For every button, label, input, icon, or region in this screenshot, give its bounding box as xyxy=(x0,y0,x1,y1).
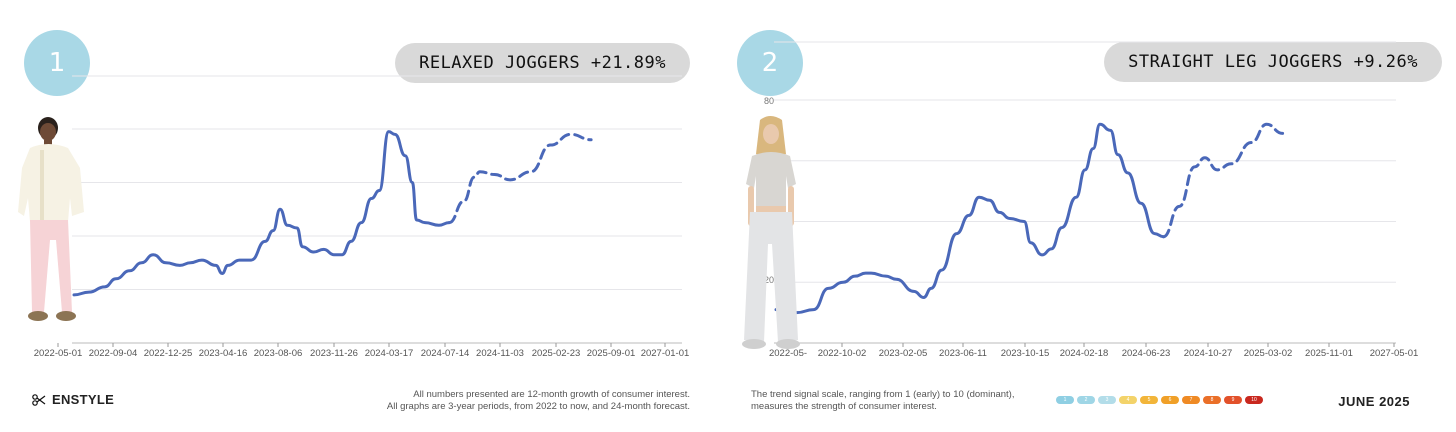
x-tick-label: 2027-05-01 xyxy=(1370,348,1419,359)
panel-number-badge: 2 xyxy=(737,30,803,96)
model-in-grey-joggers xyxy=(742,116,800,349)
model-in-pink-joggers xyxy=(18,117,84,321)
trend-line-chart: 80 20 2022-05- 2022-10-02 2023-02-05 2023-06-… xyxy=(764,41,1419,359)
scale-explanation: The trend signal scale, ranging from 1 (… xyxy=(751,389,1051,413)
x-tick-label: 2024-06-23 xyxy=(1122,348,1171,359)
x-tick-label: 2022-10-02 xyxy=(818,348,867,359)
scale-step-2: 2 xyxy=(1077,396,1095,404)
scale-step-1: 1 xyxy=(1056,396,1074,404)
forecast-line xyxy=(447,132,593,225)
scissors-icon xyxy=(32,393,46,406)
scale-step-6: 6 xyxy=(1161,396,1179,404)
x-tick-label: 2022-12-25 xyxy=(144,348,193,359)
scale-step-5: 5 xyxy=(1140,396,1158,404)
x-tick-label: 2022-05-01 xyxy=(34,348,83,359)
trend-signal-scale: 1 2 3 4 5 6 7 8 9 10 xyxy=(1056,396,1263,404)
scale-step-9: 9 xyxy=(1224,396,1242,404)
scale-step-10: 10 xyxy=(1245,396,1263,404)
brand-name: ENSTYLE xyxy=(52,392,115,407)
x-tick-label: 2025-09-01 xyxy=(587,348,636,359)
scale-explanation-line: measures the strength of consumer intere… xyxy=(751,401,937,412)
methodology-note-line: All numbers presented are 12-month growt… xyxy=(413,389,690,400)
brand-logo: ENSTYLE xyxy=(32,392,114,407)
x-tick-label: 2027-01-01 xyxy=(641,348,690,359)
x-tick-label: 2022-09-04 xyxy=(89,348,138,359)
x-tick-label: 2025-11-01 xyxy=(1305,348,1353,359)
x-tick-label: 2024-02-18 xyxy=(1060,348,1109,359)
panel-number-badge: 1 xyxy=(24,30,90,96)
x-tick-label: 2025-02-23 xyxy=(532,348,581,359)
x-tick-label: 2023-04-16 xyxy=(199,348,248,359)
forecast-line xyxy=(1161,122,1285,239)
x-tick-label: 2023-06-11 xyxy=(939,348,987,359)
y-tick-label: 20 xyxy=(764,275,774,285)
methodology-note: All numbers presented are 12-month growt… xyxy=(310,389,690,413)
x-tick-label: 2024-11-03 xyxy=(476,348,524,359)
report-date: JUNE 2025 xyxy=(1338,394,1410,409)
scale-step-3: 3 xyxy=(1098,396,1116,404)
x-tick-label: 2024-03-17 xyxy=(365,348,414,359)
scale-step-8: 8 xyxy=(1203,396,1221,404)
x-tick-label: 2022-05- xyxy=(769,348,807,359)
x-tick-label: 2023-11-26 xyxy=(310,348,358,359)
y-tick-label: 80 xyxy=(764,96,774,106)
panel-title: STRAIGHT LEG JOGGERS +9.26% xyxy=(1104,42,1442,82)
scale-step-4: 4 xyxy=(1119,396,1137,404)
x-tick-label: 2024-10-27 xyxy=(1184,348,1233,359)
trend-line-chart: 802022-05-012022-09-042022-12-252023-04-… xyxy=(34,75,690,359)
trend-line xyxy=(72,130,451,297)
scale-explanation-line: The trend signal scale, ranging from 1 (… xyxy=(751,389,1015,400)
x-tick-label: 2023-02-05 xyxy=(879,348,928,359)
trend-line xyxy=(774,122,1165,315)
scale-step-7: 7 xyxy=(1182,396,1200,404)
x-tick-label: 2023-10-15 xyxy=(1001,348,1050,359)
trend-panel-2: 2 STRAIGHT LEG JOGGERS +9.26% 80 20 2022-0… xyxy=(728,0,1456,370)
trend-panel-1: 1 RELAXED JOGGERS +21.89% 802022-05-0120… xyxy=(0,0,720,370)
x-tick-label: 2023-08-06 xyxy=(254,348,303,359)
x-tick-label: 2024-07-14 xyxy=(421,348,470,359)
methodology-note-line: All graphs are 3-year periods, from 2022… xyxy=(386,401,690,412)
x-tick-label: 2025-03-02 xyxy=(1244,348,1293,359)
